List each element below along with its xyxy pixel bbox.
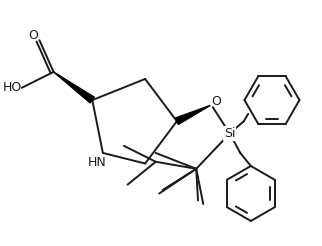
Text: O: O [28, 30, 38, 43]
Text: Si: Si [224, 127, 235, 140]
Polygon shape [53, 72, 94, 103]
Text: HO: HO [2, 81, 22, 94]
Text: HN: HN [88, 156, 107, 169]
Polygon shape [175, 105, 210, 124]
Text: O: O [212, 95, 222, 108]
